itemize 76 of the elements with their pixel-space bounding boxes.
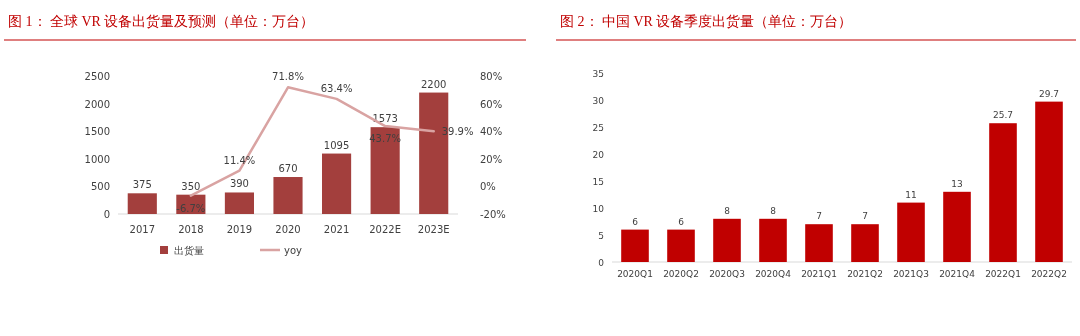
y2-tick-label: 80% — [480, 71, 503, 82]
x-tick-label: 2017 — [129, 224, 156, 235]
y2-tick-label: -20% — [480, 209, 506, 220]
data-label: 670 — [278, 163, 298, 175]
x-tick-label: 2020Q3 — [709, 269, 745, 279]
y-tick-label: 5 — [598, 231, 604, 241]
bar — [667, 229, 695, 262]
y-tick-label: 0 — [103, 209, 110, 220]
data-label: 29.7 — [1038, 88, 1060, 99]
x-tick-label: 2021Q2 — [847, 269, 883, 279]
x-tick-label: 2020Q1 — [617, 269, 653, 279]
x-tick-label: 2020Q2 — [663, 269, 699, 279]
data-label: 7 — [816, 211, 822, 222]
x-tick-label: 2022Q2 — [1031, 269, 1067, 279]
chart-title: 图 2： 中国 VR 设备季度出货量（单位：万台） — [560, 14, 853, 29]
data-label: 2200 — [420, 78, 447, 90]
y-tick-label: 1000 — [84, 153, 110, 165]
bar — [989, 123, 1017, 262]
y2-tick-label: 0% — [480, 181, 496, 193]
data-label: 6 — [632, 216, 639, 227]
x-tick-label: 2018 — [178, 224, 204, 235]
bar — [127, 193, 157, 214]
bar — [322, 153, 352, 214]
x-tick-label: 2021Q3 — [893, 269, 929, 279]
y2-tick-label: 20% — [480, 153, 503, 165]
data-label: 63.4% — [320, 82, 353, 94]
data-label: 1095 — [323, 139, 350, 151]
data-label: 13 — [951, 178, 963, 189]
y-tick-label: 30 — [592, 96, 605, 106]
data-label: 350 — [181, 180, 201, 192]
bar — [273, 177, 303, 214]
x-tick-label: 2022E — [369, 224, 402, 235]
y-tick-label: 2500 — [84, 71, 110, 82]
data-label: 390 — [229, 178, 249, 190]
y-tick-label: 25 — [592, 123, 604, 133]
data-label: 7 — [862, 211, 868, 222]
legend-label: yoy — [284, 245, 303, 256]
x-tick-label: 2023E — [417, 224, 450, 235]
x-tick-label: 2022Q1 — [985, 269, 1021, 279]
legend-label: 出货量 — [174, 245, 204, 256]
data-label: 11.4% — [223, 154, 256, 166]
bar — [370, 127, 400, 214]
bar — [943, 191, 971, 262]
y-tick-label: 0 — [598, 258, 605, 268]
y-tick-label: 1500 — [84, 126, 110, 138]
bar — [713, 218, 741, 262]
data-label: 6 — [678, 216, 685, 227]
data-label: 25.7 — [992, 110, 1014, 121]
chart-title: 图 1： 全球 VR 设备出货量及预测（单位：万台） — [8, 14, 315, 29]
bar — [1035, 101, 1063, 262]
x-tick-label: 2021 — [323, 224, 350, 235]
x-tick-label: 2020 — [275, 224, 301, 235]
x-tick-label: 2020Q4 — [755, 269, 792, 279]
bar — [897, 202, 925, 262]
data-label: 8 — [724, 205, 731, 216]
data-label: 71.8% — [272, 71, 304, 83]
bar — [805, 224, 833, 262]
y2-tick-label: 40% — [480, 126, 503, 138]
y-tick-label: 20 — [592, 150, 605, 160]
y2-tick-label: 60% — [480, 98, 503, 110]
data-label: 8 — [770, 205, 777, 216]
x-tick-label: 2021Q1 — [801, 269, 837, 279]
data-label: -6.7% — [176, 202, 206, 214]
x-tick-label: 2019 — [226, 224, 253, 235]
bar — [621, 229, 649, 262]
y-tick-label: 500 — [90, 181, 110, 193]
y-tick-label: 35 — [592, 69, 604, 79]
bar — [851, 224, 879, 262]
y-tick-label: 15 — [592, 177, 604, 187]
bar — [224, 192, 254, 214]
y-tick-label: 2000 — [84, 98, 110, 110]
data-label: 375 — [132, 179, 152, 191]
data-label: 11 — [905, 189, 917, 200]
y-tick-label: 10 — [592, 204, 605, 214]
x-tick-label: 2021Q4 — [939, 269, 976, 279]
bar — [759, 218, 787, 262]
